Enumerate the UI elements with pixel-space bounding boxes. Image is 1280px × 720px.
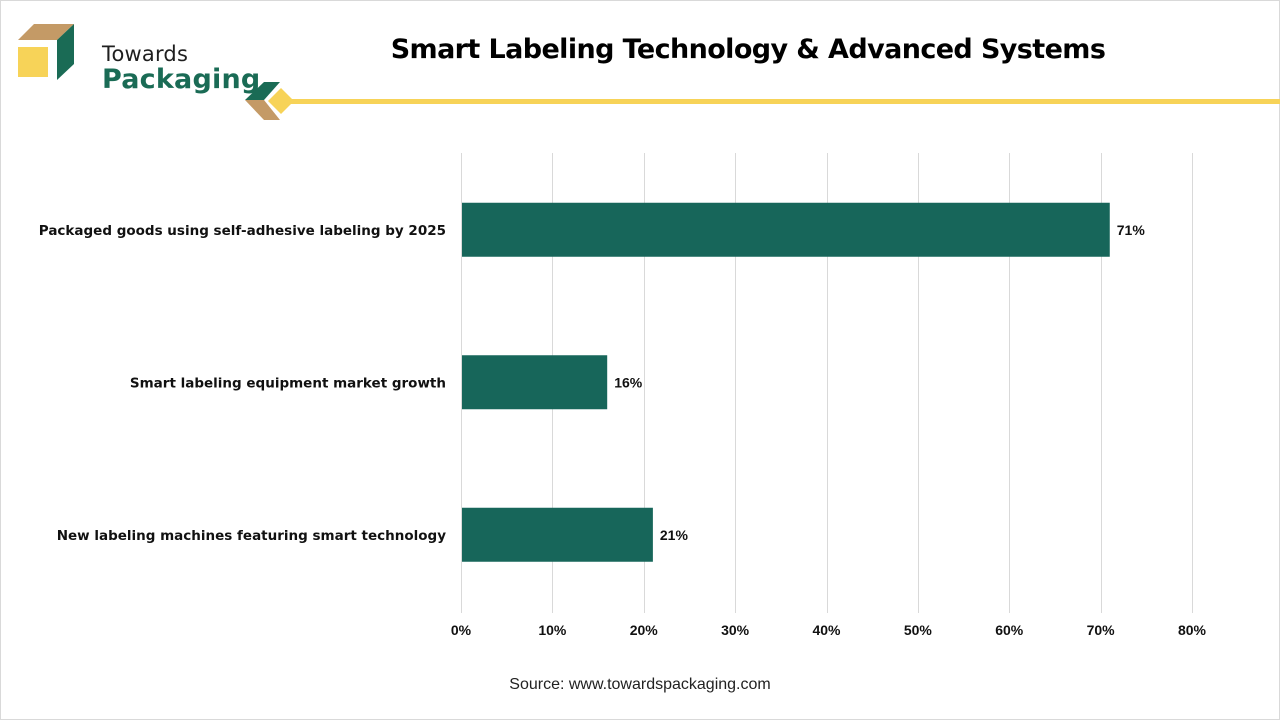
page-title: Smart Labeling Technology & Advanced Sys…: [390, 34, 1106, 65]
source-note: Source: www.towardspackaging.com: [509, 676, 771, 693]
x-tick-label: 0%: [451, 622, 472, 638]
bar: [462, 507, 653, 562]
category-label: Smart labeling equipment market growth: [130, 375, 446, 391]
header-divider-line: [285, 99, 1280, 104]
category-label: Packaged goods using self-adhesive label…: [39, 223, 446, 239]
chevron-decoration-icon: [245, 82, 294, 120]
bar: [462, 202, 1110, 257]
x-tick-label: 60%: [995, 622, 1024, 638]
bar: [462, 355, 608, 410]
data-label: 16%: [614, 374, 643, 390]
brand-name-line2: Packaging: [102, 64, 261, 95]
brand-name-line1: Towards: [102, 42, 189, 66]
category-label: New labeling machines featuring smart te…: [57, 528, 446, 544]
x-tick-label: 40%: [812, 622, 841, 638]
x-tick-label: 80%: [1178, 622, 1207, 638]
x-tick-label: 50%: [904, 622, 933, 638]
x-tick-label: 30%: [721, 622, 750, 638]
brand-logo: Towards Packaging: [18, 22, 260, 95]
data-label: 71%: [1117, 222, 1146, 238]
x-tick-label: 10%: [538, 622, 567, 638]
box-logo-icon: [18, 24, 74, 80]
data-label: 21%: [660, 527, 689, 543]
x-tick-label: 20%: [630, 622, 659, 638]
x-tick-label: 70%: [1087, 622, 1116, 638]
